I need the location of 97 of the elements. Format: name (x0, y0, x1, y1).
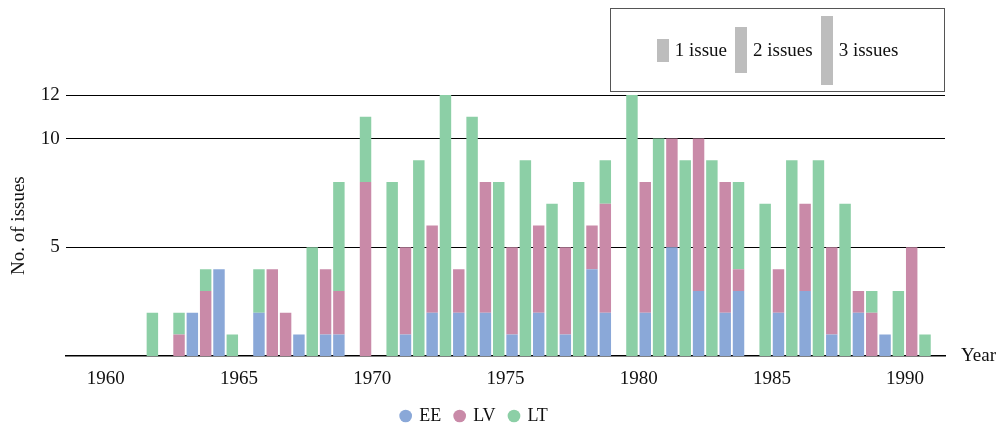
bar (506, 247, 518, 335)
y-axis-title: No. of issues (7, 176, 29, 275)
x-tick-label: 1970 (353, 366, 392, 388)
bar (293, 334, 305, 357)
bar (599, 203, 612, 313)
bar (506, 334, 518, 357)
bar (639, 182, 651, 313)
x-tick-label: 1975 (486, 366, 525, 388)
bar (426, 225, 438, 313)
bar (772, 312, 785, 357)
bar (319, 269, 332, 335)
bar (586, 225, 598, 270)
bar (706, 160, 718, 357)
x-tick-label: 1965 (220, 366, 259, 388)
bar (799, 290, 811, 357)
bar (772, 269, 785, 313)
bar (559, 247, 572, 335)
bar (599, 312, 612, 357)
bar (479, 182, 492, 313)
bar (732, 290, 745, 357)
bar (692, 138, 705, 291)
bar (852, 290, 865, 313)
legend-label: LT (527, 404, 548, 425)
bar (599, 160, 612, 204)
bar (306, 247, 318, 357)
bar (413, 160, 425, 357)
bar (919, 334, 931, 357)
bar (559, 334, 572, 357)
bar (812, 160, 825, 357)
bar (399, 334, 412, 357)
bar (253, 269, 265, 313)
bar (866, 290, 878, 313)
bar (826, 247, 838, 335)
bar (879, 334, 891, 357)
bar (493, 182, 505, 357)
bar (199, 269, 212, 291)
x-tick-label: 1980 (619, 366, 658, 388)
bar (279, 312, 292, 357)
bar (679, 160, 691, 357)
bar (426, 312, 438, 357)
x-tick-label: 1960 (86, 366, 125, 388)
bar (572, 182, 585, 357)
bar (186, 312, 199, 357)
bar (213, 269, 225, 357)
bar (732, 269, 745, 291)
x-axis-title: Year (961, 344, 997, 366)
bar (639, 312, 651, 357)
bar (479, 312, 492, 357)
bar (199, 290, 212, 357)
bar (759, 203, 771, 357)
bar (652, 138, 665, 357)
bar (226, 334, 239, 357)
bar (253, 312, 265, 357)
bar (692, 290, 705, 357)
y-tick-label: 12 (40, 82, 60, 104)
bar (173, 334, 185, 357)
bar (519, 160, 532, 357)
bar (146, 312, 159, 357)
bar (719, 182, 731, 313)
bar (319, 334, 332, 357)
size-key: 1 issue 2 issues 3 issues (610, 8, 945, 92)
bar (546, 203, 558, 357)
bar (719, 312, 731, 357)
bar (826, 334, 838, 357)
y-tick-label: 5 (50, 235, 60, 257)
bar (453, 312, 465, 357)
bar (266, 269, 279, 357)
x-tick-label: 1990 (886, 366, 925, 388)
legend-label: EE (419, 404, 442, 425)
bar (333, 290, 345, 335)
bar (453, 269, 465, 313)
bar (666, 138, 678, 248)
bar (905, 247, 918, 357)
bar (386, 182, 398, 357)
bar (173, 312, 185, 335)
bar (892, 290, 905, 357)
bar (666, 247, 678, 357)
bar (359, 116, 372, 183)
bar (359, 182, 372, 357)
bar (799, 203, 811, 291)
bar (532, 225, 545, 313)
bar (399, 247, 412, 335)
bar (732, 182, 745, 270)
bar (532, 312, 545, 357)
bar (866, 312, 878, 357)
bar (586, 269, 598, 357)
bar (439, 95, 452, 357)
x-tick-label: 1985 (752, 366, 791, 388)
bar (466, 116, 478, 357)
y-tick-label: 10 (40, 126, 60, 148)
bar (839, 203, 851, 357)
bar (786, 160, 798, 357)
bar (333, 334, 345, 357)
bar (852, 312, 865, 357)
bar (626, 95, 638, 357)
legend-label: LV (473, 404, 496, 425)
bar (333, 182, 345, 291)
